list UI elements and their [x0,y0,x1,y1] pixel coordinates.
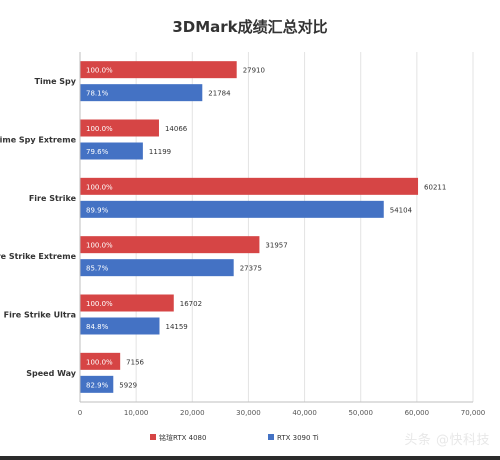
category-label: Fire Strike [29,194,77,203]
labels-group: Time Spy 100.0% 27910 78.1% 21784 Time Spy Ex… [0,67,446,390]
bar [80,317,160,335]
bar-value-label: 5929 [119,381,137,389]
x-tick-label: 40,000 [292,409,317,417]
bar-percent-label: 85.7% [86,265,109,273]
legend-label: RTX 3090 Ti [277,434,319,442]
x-tick-label: 70,000 [461,409,486,417]
bar-percent-label: 100.0% [86,183,113,191]
bar-percent-label: 82.9% [86,381,109,389]
bar-percent-label: 78.1% [86,90,109,98]
bar-percent-label: 79.6% [86,148,109,156]
legend-swatch [268,434,274,440]
bar [80,119,159,137]
category-label: Time Spy [35,77,77,86]
bar [80,200,384,218]
bar [80,84,203,102]
legend-swatch [150,434,156,440]
x-tick-label: 10,000 [124,409,149,417]
bar-percent-label: 89.9% [86,206,109,214]
bar-value-label: 21784 [208,90,231,98]
bar-percent-label: 100.0% [86,300,113,308]
category-label: Time Spy Extreme [0,136,77,145]
x-axis: 0 10,000 20,000 30,000 40,000 50,000 60,000 70,… [78,52,485,417]
bar-value-label: 11199 [149,148,171,156]
bar [80,177,419,195]
bar-percent-label: 100.0% [86,242,113,250]
bar-value-label: 14066 [165,125,188,133]
category-label: Fire Strike Extreme [0,252,77,261]
bar [80,259,234,277]
bar [80,236,260,254]
bar-percent-label: 100.0% [86,67,113,75]
bar [80,375,114,393]
category-label: Speed Way [26,369,77,378]
bar [80,352,121,370]
bar-value-label: 7156 [126,358,144,366]
bars-group [80,61,419,393]
bar [80,142,143,160]
category-label: Fire Strike Ultra [4,311,76,320]
bar-value-label: 54104 [390,206,413,214]
bar-value-label: 16702 [180,300,202,308]
bar-percent-label: 100.0% [86,125,113,133]
bar-value-label: 27910 [243,67,265,75]
bar-percent-label: 84.8% [86,323,109,331]
bar-value-label: 14159 [165,323,187,331]
x-tick-label: 0 [78,409,82,417]
x-tick-label: 50,000 [348,409,373,417]
x-tick-label: 30,000 [236,409,261,417]
bar [80,294,174,312]
bar-value-label: 27375 [240,265,262,273]
x-tick-label: 20,000 [180,409,205,417]
x-tick-label: 60,000 [405,409,430,417]
legend-label: 铭瑄RTX 4080 [159,433,206,442]
bar [80,61,237,79]
bar-value-label: 60211 [424,183,446,191]
watermark-text: 头条 @快科技 [404,433,490,448]
bar-value-label: 31957 [265,242,287,250]
bar-percent-label: 100.0% [86,358,113,366]
legend: 铭瑄RTX 4080 RTX 3090 Ti [150,433,319,442]
chart-title: 3DMark成绩汇总对比 [172,18,327,36]
